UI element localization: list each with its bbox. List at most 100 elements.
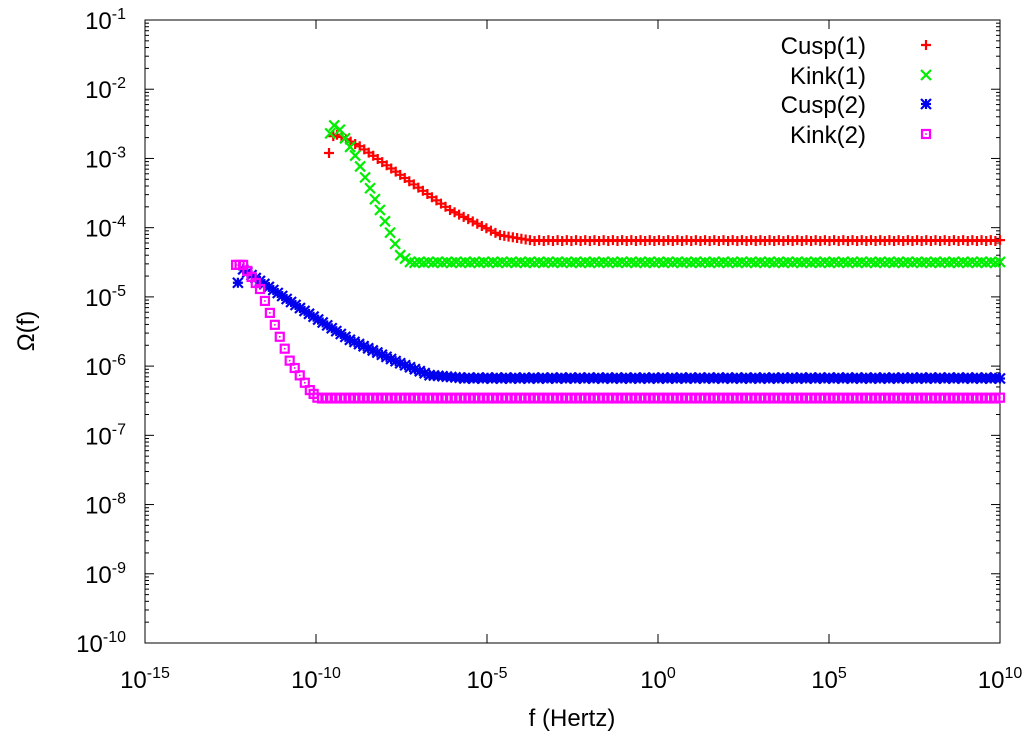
legend-marker <box>920 69 932 81</box>
data-point <box>232 276 244 289</box>
legend-label: Kink(1) <box>790 63 866 90</box>
data-point <box>312 313 324 326</box>
data-point <box>995 235 1005 246</box>
data-marks <box>230 119 1006 404</box>
data-point-dot <box>242 264 244 266</box>
data-point <box>348 336 361 348</box>
legend-label: Kink(2) <box>790 122 866 149</box>
x-tick-label: 10-5 <box>467 665 508 694</box>
data-point <box>353 338 365 350</box>
data-point <box>389 238 401 250</box>
data-point <box>994 392 1006 403</box>
data-point <box>269 319 280 330</box>
x-tick-label: 10-15 <box>120 665 170 694</box>
y-tick-label: 10-1 <box>85 6 126 35</box>
data-point-dot <box>269 312 271 314</box>
data-point <box>418 367 431 379</box>
x-tick-label: 10-10 <box>291 665 341 694</box>
data-point-dot <box>298 374 301 377</box>
y-axis-label: Ω(f) <box>13 311 40 352</box>
data-point <box>254 283 266 295</box>
data-point <box>384 226 396 239</box>
data-point <box>303 308 315 320</box>
data-point-dot <box>293 367 296 369</box>
data-point <box>274 331 285 342</box>
y-tick-label: 10-10 <box>76 629 126 658</box>
data-point-dot <box>303 381 306 384</box>
data-point <box>366 344 379 357</box>
legend-marker <box>920 128 932 140</box>
data-point-dot <box>283 347 286 350</box>
y-tick-label: 10-9 <box>85 560 126 589</box>
data-point-dot <box>250 276 253 278</box>
data-point <box>994 372 1006 385</box>
data-point <box>339 132 351 145</box>
y-tick-label: 10-5 <box>85 283 126 312</box>
data-point <box>324 127 336 140</box>
series-Cusp(1) <box>324 129 1005 246</box>
data-point <box>279 343 290 354</box>
data-point <box>335 328 347 340</box>
series-Kink(2) <box>230 259 1006 404</box>
data-point-dot <box>259 288 261 290</box>
data-point <box>330 325 343 337</box>
x-tick-label: 1010 <box>978 665 1023 694</box>
data-point <box>339 331 352 343</box>
data-point <box>394 357 406 370</box>
data-point <box>259 295 271 307</box>
legend-label: Cusp(2) <box>781 92 866 119</box>
data-point <box>298 305 311 317</box>
axes: 10-15 10-10 10-5 100 105 1010 10-1 10-2 10-3 10-4… <box>76 6 1022 694</box>
data-point <box>334 123 346 136</box>
data-point <box>357 340 370 352</box>
y-tick-label: 10-6 <box>85 352 126 381</box>
x-tick-label: 100 <box>640 665 676 694</box>
x-axis-label: f (Hertz) <box>529 705 616 732</box>
plot-frame <box>144 19 1001 644</box>
y-tick-label: 10-7 <box>85 421 126 450</box>
legend-marker <box>920 98 932 110</box>
y-tick-label: 10-8 <box>85 491 126 520</box>
data-point <box>325 322 338 335</box>
data-point <box>385 353 397 365</box>
data-point-dot <box>999 396 1001 399</box>
data-point <box>344 334 356 346</box>
data-point <box>294 302 306 314</box>
legend-label: Cusp(1) <box>781 33 866 60</box>
data-point <box>371 346 384 359</box>
data-point <box>349 149 361 162</box>
data-point <box>362 342 374 355</box>
data-point <box>380 351 393 363</box>
data-point <box>376 348 388 361</box>
x-tick-label: 105 <box>811 665 847 694</box>
data-point <box>404 361 416 373</box>
data-point <box>344 141 356 153</box>
data-point-dot <box>254 282 257 284</box>
data-point <box>307 310 320 323</box>
y-tick-label: 10-4 <box>85 214 126 243</box>
data-point <box>321 319 333 332</box>
data-point <box>399 359 411 372</box>
y-tick-label: 10-3 <box>85 144 126 173</box>
legend-marker <box>921 40 931 50</box>
data-point <box>354 160 366 173</box>
legend: Cusp(1) Kink(1)Cusp(2) Kink(2) <box>781 33 932 149</box>
data-point <box>324 147 335 158</box>
data-point <box>409 363 421 375</box>
legend-marker-dot <box>925 133 927 135</box>
data-point <box>316 316 329 329</box>
data-point <box>389 355 402 367</box>
data-point-dot <box>288 359 291 362</box>
data-point <box>374 204 386 216</box>
data-point <box>369 193 381 205</box>
data-point-dot <box>278 335 281 338</box>
series-Cusp(2) <box>232 263 1006 385</box>
data-point <box>994 256 1006 268</box>
data-point <box>364 182 376 195</box>
data-point <box>264 307 275 318</box>
data-point <box>414 365 426 377</box>
data-point-dot <box>264 300 266 302</box>
y-tick-label: 10-2 <box>85 75 126 104</box>
data-point-dot <box>274 324 276 326</box>
